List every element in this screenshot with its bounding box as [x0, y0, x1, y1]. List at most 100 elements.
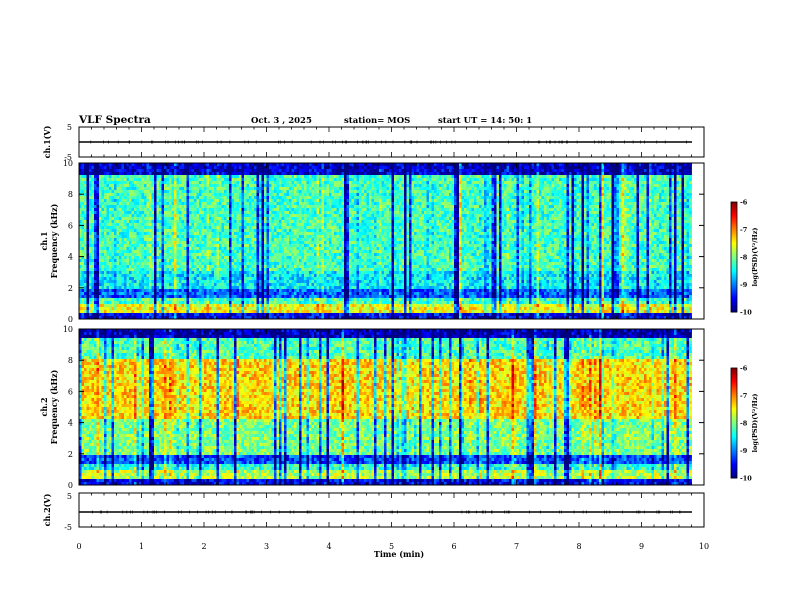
spectrogram-cell [309, 184, 312, 187]
spectrogram-cell [82, 208, 85, 211]
spectrogram-cell [159, 196, 162, 199]
spectrogram-cell [172, 232, 175, 235]
spectrogram-cell [224, 235, 227, 238]
spectrogram-cell [247, 241, 250, 244]
spectrogram-cell [214, 283, 217, 286]
spectrogram-cell [92, 307, 95, 310]
spectrogram-cell [157, 283, 160, 286]
spectrogram-cell [269, 235, 272, 238]
spectrogram-cell [134, 220, 137, 223]
spectrogram-cell [152, 211, 155, 214]
spectrogram-cell [262, 181, 265, 184]
spectrogram-cell [94, 205, 97, 208]
spectrogram-cell [87, 229, 90, 232]
spectrogram-cell [112, 202, 115, 205]
spectrogram-cell [224, 175, 227, 178]
spectrogram-cell [192, 232, 195, 235]
spectrogram-cell [229, 298, 232, 301]
spectrogram-cell [317, 226, 320, 229]
spectrogram-cell [239, 268, 242, 271]
spectrogram-cell [122, 202, 125, 205]
spectrogram-cell [162, 301, 165, 304]
spectrogram-cell [204, 172, 207, 175]
spectrogram-cell [182, 286, 185, 289]
spectrogram-cell [232, 184, 235, 187]
spectrogram-cell [259, 244, 262, 247]
spectrogram-cell [109, 250, 112, 253]
spectrogram-cell [109, 163, 112, 166]
ch1-ytick-top: 5 [67, 123, 72, 132]
spectrogram-cell [317, 244, 320, 247]
spectrogram-cell [264, 310, 267, 313]
spectrogram-cell [214, 244, 217, 247]
spectrogram-cell [132, 235, 135, 238]
spectrogram-cell [99, 313, 102, 316]
spectrogram-cell [89, 244, 92, 247]
spectrogram-cell [279, 199, 282, 202]
spectrogram-cell [114, 250, 117, 253]
spectrogram-cell [189, 205, 192, 208]
spectrogram-cell [207, 274, 210, 277]
spectrogram-cell [289, 280, 292, 283]
spectrogram-cell [289, 175, 292, 178]
spectrogram-cell [197, 214, 200, 217]
spectrogram-cell [119, 235, 122, 238]
spectrogram-cell [264, 298, 267, 301]
spectrogram-cell [197, 175, 200, 178]
spectrogram-cell [292, 211, 295, 214]
spectrogram-cell [114, 277, 117, 280]
spectrogram-cell [252, 169, 255, 172]
spectrogram-cell [212, 286, 215, 289]
spectrogram-cell [244, 313, 247, 316]
spectrogram-cell [224, 244, 227, 247]
spectrogram-cell [147, 310, 150, 313]
spectrogram-cell [199, 265, 202, 268]
spectrogram-cell [167, 274, 170, 277]
spectrogram-cell [174, 274, 177, 277]
spectrogram-cell [252, 283, 255, 286]
spectrogram-cell [244, 190, 247, 193]
spectrogram-cell [132, 301, 135, 304]
spectrogram-cell [302, 238, 305, 241]
spectrogram-cell [269, 265, 272, 268]
spectrogram-cell [99, 226, 102, 229]
spectrogram-cell [134, 199, 137, 202]
spectrogram-cell [89, 193, 92, 196]
spectrogram-cell [189, 193, 192, 196]
spectrogram-cell [154, 307, 157, 310]
spectrogram-cell [299, 298, 302, 301]
spectrogram-cell [114, 166, 117, 169]
spectrogram-cell [299, 271, 302, 274]
spectrogram-cell [152, 289, 155, 292]
spectrogram-cell [307, 259, 310, 262]
spectrogram-cell [89, 178, 92, 181]
spectrogram-cell [239, 253, 242, 256]
spectrogram-cell [217, 223, 220, 226]
spectrogram-cell [294, 286, 297, 289]
spectrogram-cell [304, 178, 307, 181]
spectrogram-cell [302, 256, 305, 259]
spectrogram-cell [199, 247, 202, 250]
spectrogram-cell [317, 187, 320, 190]
spectrogram-cell [109, 214, 112, 217]
spectrogram-cell [227, 271, 230, 274]
spectrogram-cell [242, 205, 245, 208]
spectrogram-cell [189, 235, 192, 238]
spectrogram-cell [234, 223, 237, 226]
spectrogram-cell [209, 199, 212, 202]
spectrogram-cell [134, 307, 137, 310]
spectrogram-cell [224, 238, 227, 241]
spectrogram-cell [232, 181, 235, 184]
spectrogram-cell [149, 217, 152, 220]
spectrogram-cell [272, 244, 275, 247]
spectrogram-cell [222, 190, 225, 193]
spectrogram-cell [249, 169, 252, 172]
spectrogram-cell [197, 238, 200, 241]
spectrogram-cell [147, 178, 150, 181]
spectrogram-cell [244, 229, 247, 232]
spectrogram-cell [182, 274, 185, 277]
spectrogram-cell [169, 217, 172, 220]
spectrogram-cell [284, 193, 287, 196]
spectrogram-cell [117, 166, 120, 169]
spectrogram-cell [307, 286, 310, 289]
